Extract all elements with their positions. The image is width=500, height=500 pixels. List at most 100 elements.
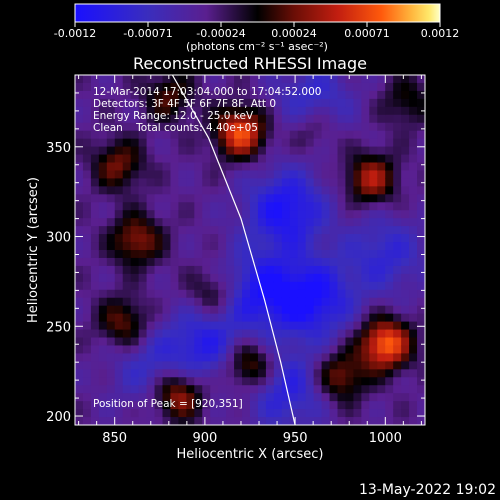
heatmap-cell bbox=[210, 226, 219, 235]
heatmap-cell bbox=[250, 377, 259, 386]
heatmap-cell bbox=[401, 154, 410, 163]
heatmap-cell bbox=[130, 353, 140, 362]
heatmap-cell bbox=[289, 401, 299, 410]
heatmap-cell bbox=[417, 329, 425, 338]
heatmap-cell bbox=[130, 337, 140, 346]
heatmap-cell bbox=[289, 393, 299, 402]
heatmap-cell bbox=[186, 242, 195, 251]
heatmap-cell bbox=[345, 321, 354, 330]
heatmap-cell bbox=[273, 257, 283, 267]
heatmap-cell bbox=[170, 194, 179, 203]
heatmap-cell bbox=[401, 75, 410, 84]
heatmap-cell bbox=[98, 210, 108, 219]
heatmap-cell bbox=[226, 385, 235, 394]
heatmap-cell bbox=[313, 170, 322, 179]
heatmap-cell bbox=[321, 154, 330, 163]
heatmap-cell bbox=[321, 130, 330, 140]
heatmap-cell bbox=[114, 202, 124, 211]
heatmap-cell bbox=[393, 297, 402, 307]
heatmap-cell bbox=[273, 250, 283, 259]
heatmap-cell bbox=[369, 242, 378, 251]
heatmap-cell bbox=[122, 242, 132, 251]
heatmap-cell bbox=[202, 218, 211, 227]
heatmap-cell bbox=[226, 305, 235, 315]
heatmap-cell bbox=[265, 122, 275, 132]
heatmap-cell bbox=[242, 401, 251, 410]
heatmap-cell bbox=[242, 186, 251, 195]
heatmap-cell bbox=[162, 369, 171, 378]
heatmap-cell bbox=[361, 313, 370, 322]
heatmap-cell bbox=[361, 281, 370, 291]
heatmap-cell bbox=[82, 234, 92, 243]
heatmap-cell bbox=[106, 337, 116, 346]
colorbar bbox=[74, 3, 441, 23]
heatmap-cell bbox=[242, 305, 251, 315]
heatmap-cell bbox=[194, 186, 203, 195]
heatmap-cell bbox=[329, 305, 338, 315]
heatmap-cell bbox=[353, 202, 362, 211]
heatmap-cell bbox=[130, 82, 140, 92]
heatmap-cell bbox=[138, 154, 147, 163]
heatmap-cell bbox=[385, 369, 394, 378]
heatmap-cell bbox=[130, 75, 140, 84]
heatmap-cell bbox=[114, 250, 124, 259]
heatmap-cell bbox=[393, 170, 402, 179]
heatmap-cell bbox=[337, 361, 346, 370]
heatmap-cell bbox=[385, 353, 394, 362]
heatmap-cell bbox=[353, 154, 362, 163]
heatmap-cell bbox=[409, 218, 418, 227]
heatmap-cell bbox=[337, 122, 346, 132]
heatmap-cell bbox=[257, 369, 267, 378]
heatmap-cell bbox=[114, 417, 124, 425]
heatmap-cell bbox=[242, 98, 251, 108]
heatmap-cell bbox=[305, 417, 315, 425]
heatmap-cell bbox=[313, 337, 322, 346]
heatmap-cell bbox=[75, 265, 84, 275]
heatmap-cell bbox=[242, 337, 251, 346]
heatmap-cell bbox=[417, 82, 425, 92]
heatmap-cell bbox=[250, 273, 259, 283]
heatmap-cell bbox=[178, 369, 187, 378]
heatmap-cell bbox=[393, 401, 402, 410]
heatmap-cell bbox=[385, 90, 394, 100]
heatmap-cell bbox=[393, 75, 402, 84]
heatmap-cell bbox=[337, 273, 346, 283]
heatmap-cell bbox=[409, 98, 418, 108]
heatmap-cell bbox=[289, 353, 299, 362]
heatmap-cell bbox=[313, 409, 322, 418]
heatmap-cell bbox=[90, 321, 100, 330]
heatmap-cell bbox=[273, 417, 283, 425]
heatmap-cell bbox=[234, 401, 243, 410]
heatmap-cell bbox=[106, 265, 116, 275]
heatmap-cell bbox=[210, 122, 219, 132]
heatmap-cell bbox=[170, 154, 179, 163]
annotation-time-range: 12-Mar-2014 17:03:04.000 to 17:04:52.000 bbox=[93, 86, 321, 98]
heatmap-cell bbox=[250, 122, 259, 132]
heatmap-cell bbox=[393, 353, 402, 362]
heatmap-cell bbox=[90, 122, 100, 132]
heatmap-cell bbox=[353, 242, 362, 251]
heatmap-cell bbox=[154, 242, 163, 251]
heatmap-cell bbox=[98, 138, 108, 147]
heatmap-cell bbox=[154, 226, 163, 235]
heatmap-cell bbox=[313, 178, 322, 187]
heatmap-cell bbox=[353, 385, 362, 394]
heatmap-cell bbox=[369, 178, 378, 187]
heatmap-cell bbox=[281, 186, 291, 195]
heatmap-cell bbox=[106, 289, 116, 299]
heatmap-cell bbox=[170, 377, 179, 386]
heatmap-cell bbox=[265, 226, 275, 235]
heatmap-cell bbox=[170, 234, 179, 243]
heatmap-cell bbox=[385, 170, 394, 179]
heatmap-cell bbox=[345, 146, 354, 155]
heatmap-cell bbox=[75, 106, 84, 116]
heatmap-cell bbox=[202, 337, 211, 346]
heatmap-cell bbox=[329, 106, 338, 116]
heatmap-cell bbox=[353, 361, 362, 370]
heatmap-cell bbox=[242, 329, 251, 338]
heatmap-cell bbox=[401, 242, 410, 251]
heatmap-cell bbox=[122, 186, 132, 195]
heatmap-cell bbox=[130, 170, 140, 179]
heatmap-cell bbox=[194, 226, 203, 235]
heatmap-cell bbox=[417, 210, 425, 219]
